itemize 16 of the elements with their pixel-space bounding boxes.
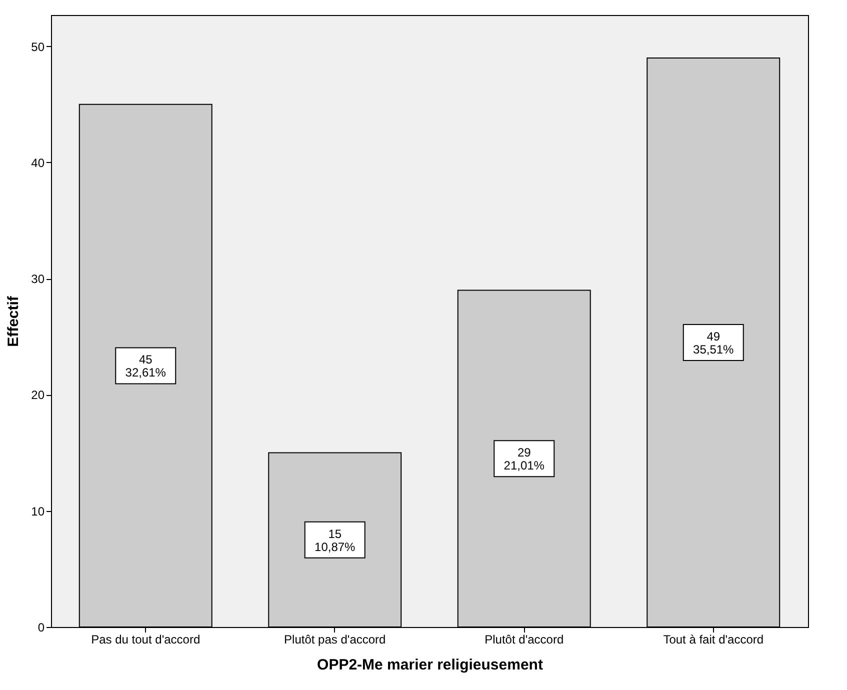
data-label: 49 35,51% [693,329,734,356]
x-tick-label: Plutôt pas d'accord [284,632,386,646]
data-label: 15 10,87% [314,526,356,554]
y-tick-label: 40 [31,156,45,170]
y-tick-label: 20 [31,388,45,402]
x-axis-title: OPP2-Me marier religieusement [317,656,543,674]
data-label: 45 32,61% [125,352,166,380]
x-tick-label: Pas du tout d'accord [91,632,200,646]
y-tick-label: 30 [31,272,45,286]
y-tick-label: 10 [31,504,45,518]
y-axis-title: Effectif [5,295,22,347]
y-tick-label: 50 [31,40,45,54]
data-label: 29 21,01% [504,446,545,473]
x-tick-label: Plutôt d'accord [484,632,564,646]
y-tick-label: 0 [38,620,45,634]
x-tick-label: Tout à fait d'accord [663,632,764,646]
